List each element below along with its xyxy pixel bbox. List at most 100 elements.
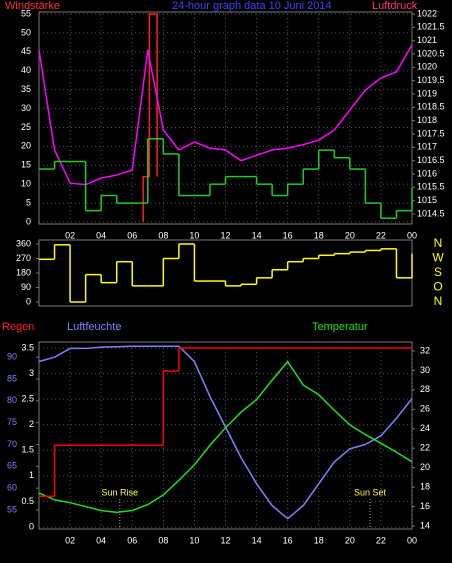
axis-title: Luftfeuchte (67, 321, 121, 333)
y-tick-label: 0 (26, 296, 31, 306)
y-tick-label: 55 (7, 504, 17, 514)
y-tick-label: 1015.5 (417, 182, 445, 192)
y-tick-label: 5 (26, 197, 31, 207)
y-tick-label: 10 (21, 179, 31, 189)
y-tick-label: 20 (21, 141, 31, 151)
axis-title: Windstärke (5, 0, 60, 12)
y-tick-label: 90 (21, 282, 31, 292)
x-tick-label: 04 (96, 535, 106, 545)
y-tick-label: 1020.5 (417, 48, 445, 58)
y-tick-label: 65 (7, 461, 17, 471)
y-tick-label: 1019.5 (417, 75, 445, 85)
y-tick-label: 1016.5 (417, 155, 445, 165)
y-tick-label: 26 (420, 404, 430, 414)
y-tick-label: 45 (21, 46, 31, 56)
y-tick-label: 1020 (417, 62, 437, 72)
x-tick-label: 00 (407, 230, 417, 240)
y-tick-label: 24 (420, 423, 430, 433)
x-tick-label: 10 (189, 535, 199, 545)
x-tick-label: 16 (283, 230, 293, 240)
annotation: Sun Set (354, 487, 387, 497)
x-tick-label: 12 (220, 230, 230, 240)
y-tick-label: 14 (420, 520, 430, 530)
x-tick-label: 12 (220, 535, 230, 545)
y-tick-label: 80 (7, 395, 17, 405)
y-tick-label: N (434, 236, 443, 250)
y-tick-label: 1021 (417, 35, 437, 45)
y-tick-label: 1022 (417, 8, 437, 18)
y-tick-label: N (434, 294, 443, 308)
y-tick-label: 55 (21, 8, 31, 18)
y-tick-label: 75 (7, 417, 17, 427)
y-tick-label: 0 (29, 521, 34, 531)
y-tick-label: 1.5 (21, 445, 34, 455)
series-line (38, 360, 413, 514)
y-tick-label: 1015 (417, 195, 437, 205)
y-tick-label: S (434, 265, 442, 279)
y-tick-label: 35 (21, 84, 31, 94)
x-tick-label: 06 (127, 535, 137, 545)
x-tick-label: 04 (96, 230, 106, 240)
y-tick-label: 2 (29, 419, 34, 429)
x-tick-label: 20 (345, 230, 355, 240)
y-tick-label: 1014.5 (417, 208, 445, 218)
y-tick-label: 1019 (417, 88, 437, 98)
y-tick-label: 18 (420, 481, 430, 491)
x-tick-label: 18 (314, 230, 324, 240)
y-tick-label: 50 (21, 27, 31, 37)
y-tick-label: 1021.5 (417, 22, 445, 32)
y-tick-label: 1017 (417, 142, 437, 152)
axis-title: Temperatur (312, 321, 368, 333)
x-tick-label: 20 (345, 535, 355, 545)
x-tick-label: 10 (189, 230, 199, 240)
y-tick-label: 180 (16, 267, 31, 277)
x-tick-label: 18 (314, 535, 324, 545)
y-tick-label: 60 (7, 483, 17, 493)
y-tick-label: 360 (16, 238, 31, 248)
x-tick-label: 06 (127, 230, 137, 240)
series-line (142, 13, 158, 222)
y-tick-label: 1018.5 (417, 102, 445, 112)
y-tick-label: 1018 (417, 115, 437, 125)
y-tick-label: 30 (420, 365, 430, 375)
axis-title: Regen (2, 321, 34, 333)
y-tick-label: 0 (26, 216, 31, 226)
y-tick-label: O (433, 280, 442, 294)
panel-frame (38, 341, 413, 530)
y-tick-label: 3.5 (21, 342, 34, 352)
x-tick-label: 02 (65, 535, 75, 545)
chart-title: 24-hour graph data 10 Juni 2014 (172, 0, 332, 12)
x-tick-label: 02 (65, 230, 75, 240)
y-tick-label: 2.5 (21, 394, 34, 404)
y-tick-label: 16 (420, 501, 430, 511)
x-tick-label: 16 (283, 535, 293, 545)
y-tick-label: 0.5 (21, 496, 34, 506)
y-tick-label: 32 (420, 345, 430, 355)
y-tick-label: 15 (21, 160, 31, 170)
y-tick-label: 1016 (417, 168, 437, 178)
y-tick-label: 25 (21, 122, 31, 132)
y-tick-label: 20 (420, 462, 430, 472)
y-tick-label: 1 (29, 470, 34, 480)
x-tick-label: 08 (158, 535, 168, 545)
y-tick-label: 85 (7, 373, 17, 383)
x-tick-label: 00 (407, 535, 417, 545)
y-tick-label: 3 (29, 368, 34, 378)
annotation: Sun Rise (102, 487, 139, 497)
x-tick-label: 08 (158, 230, 168, 240)
y-tick-label: 30 (21, 103, 31, 113)
y-tick-label: 28 (420, 384, 430, 394)
x-tick-label: 14 (252, 535, 262, 545)
panel-frame (38, 239, 413, 307)
y-tick-label: 70 (7, 439, 17, 449)
y-tick-label: W (432, 251, 444, 265)
x-tick-label: 22 (376, 535, 386, 545)
x-tick-label: 22 (376, 230, 386, 240)
y-tick-label: 90 (7, 352, 17, 362)
y-tick-label: 40 (21, 65, 31, 75)
series-line (38, 44, 413, 186)
axis-title: Luftdruck (372, 0, 418, 12)
y-tick-label: 270 (16, 253, 31, 263)
y-tick-label: 22 (420, 443, 430, 453)
